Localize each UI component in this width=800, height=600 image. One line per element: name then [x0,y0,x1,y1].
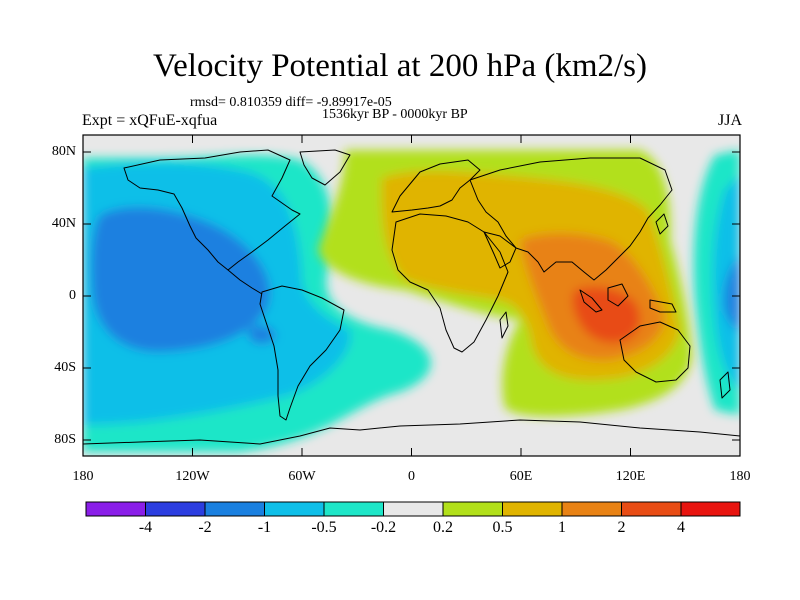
colorbar-box-8 [502,501,563,517]
colorbar-box-10 [621,501,682,517]
colorbar-label: 2 [617,519,626,536]
colorbar-box-1 [85,501,146,517]
colorbar-label: -2 [198,519,212,536]
coastline-asia [469,157,673,281]
coastline-north-america [123,149,301,271]
coastline-borneo [607,283,629,307]
contour-neg-east-1 [724,255,740,332]
coastline-greenland [299,149,351,186]
plot-title: Velocity Potential at 200 hPa (km2/s) [152,48,648,84]
season-label: JJA [717,112,742,129]
colorbar-label: 0.2 [433,519,453,536]
lon-tick-60w: 60W [288,469,316,484]
colorbar-box-11 [680,501,741,517]
colorbar-label: -1 [257,519,272,536]
colorbar [85,501,741,517]
lat-tick-0: 0 [69,288,76,303]
colorbar-box-6 [383,501,444,517]
coastline-madagascar [499,311,509,339]
coastline-south-america [259,285,345,421]
colorbar-box-9 [561,501,622,517]
stats-label: rmsd= 0.810359 diff= -9.89917e-05 [190,95,392,110]
lon-tick-120e: 120E [615,469,646,484]
lon-tick-120w: 120W [175,469,210,484]
colorbar-label: -4 [138,519,153,536]
coastline-australia [619,321,691,383]
colorbar-box-7 [442,501,503,517]
lon-tick-0: 0 [408,469,415,484]
coastline-antarctica [83,419,740,445]
lon-tick-180e: 180 [729,469,751,484]
axis-ticks [82,135,741,456]
contour-neg-1 [91,207,270,352]
coastline-central-america [227,269,263,295]
colorbar-label: 4 [677,519,685,536]
lat-tick-80n: 80N [51,144,76,159]
experiment-label: Expt = xQFuE-xqfua [82,112,218,129]
period-label: 1536kyr BP - 0000kyr BP [322,107,468,122]
lon-tick-60e: 60E [509,469,533,484]
lat-tick-40s: 40S [54,360,76,375]
lon-tick-180w: 180 [72,469,94,484]
lat-tick-40n: 40N [51,216,76,231]
colorbar-box-5 [323,501,384,517]
coastline-arabia [483,231,517,269]
colorbar-label: -0.5 [311,519,337,536]
colorbar-label: 1 [558,519,566,536]
coastline-africa [391,213,509,353]
coastline-europe [391,159,481,213]
coastline-new-guinea [649,299,677,313]
colorbar-box-3 [204,501,265,517]
colorbar-label: -0.2 [370,519,397,536]
colorbar-box-2 [145,501,206,517]
lat-tick-80s: 80S [54,432,76,447]
colorbar-label: 0.5 [492,519,513,536]
colorbar-box-4 [264,501,325,517]
coastline-sumatra [579,289,603,313]
negative-field [83,150,740,453]
coastline-new-zealand [719,371,731,399]
coastline-japan [655,213,669,235]
coastlines [83,149,740,445]
